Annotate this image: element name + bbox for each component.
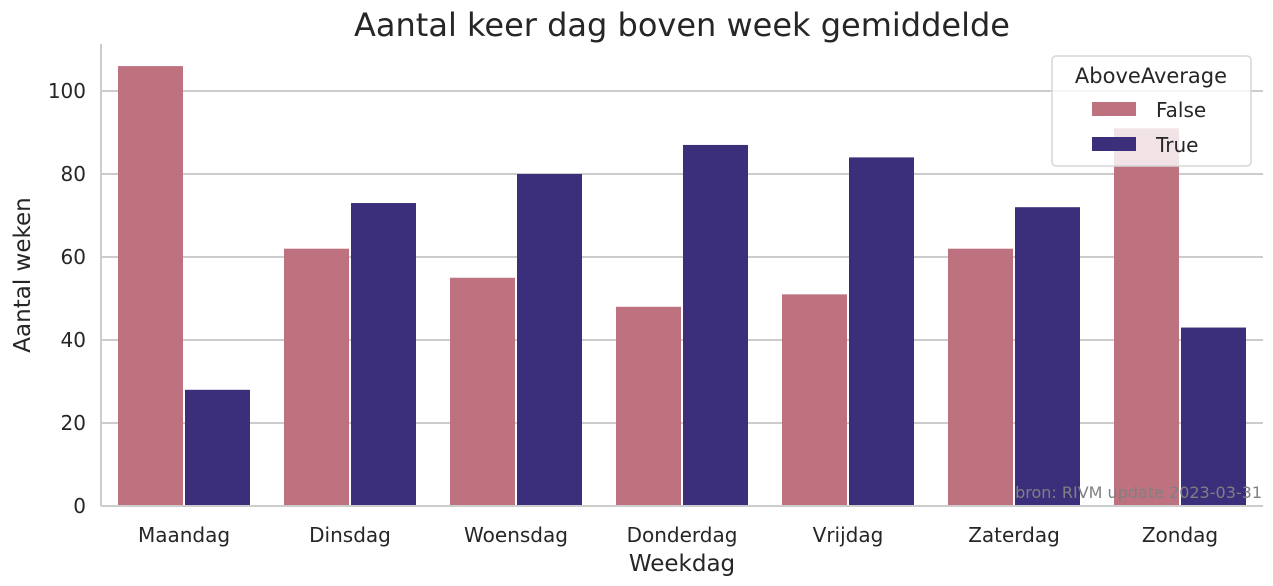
bar-true xyxy=(517,174,582,506)
bar-true xyxy=(683,144,748,506)
bar-false xyxy=(948,248,1013,506)
bar-true xyxy=(1015,207,1080,506)
legend-swatch xyxy=(1092,102,1136,116)
bar-true xyxy=(185,389,250,506)
bar-false xyxy=(782,294,847,506)
legend: AboveAverage False True xyxy=(1051,55,1252,167)
bar-true xyxy=(1181,327,1246,506)
y-tick-label: 80 xyxy=(61,162,86,186)
x-tick-label: Vrijdag xyxy=(813,523,884,547)
x-tick-label: Donderdag xyxy=(627,523,738,547)
chart-title: Aantal keer dag boven week gemiddelde xyxy=(354,6,1010,44)
bar-false xyxy=(1114,128,1179,506)
y-tick-label: 20 xyxy=(61,411,86,435)
legend-label: True xyxy=(1155,133,1198,157)
source-annotation: bron: RIVM update 2023-03-31 xyxy=(1015,483,1262,502)
bar-true xyxy=(849,157,914,506)
y-tick-label: 0 xyxy=(73,494,86,518)
x-tick-label: Woensdag xyxy=(464,523,568,547)
x-tick-label: Dinsdag xyxy=(309,523,391,547)
legend-title: AboveAverage xyxy=(1075,64,1227,88)
y-tick-label: 60 xyxy=(61,245,86,269)
legend-swatch xyxy=(1092,137,1136,151)
bar-false xyxy=(616,306,681,506)
x-tick-label: Maandag xyxy=(138,523,230,547)
bar-false xyxy=(118,66,183,506)
bar-true xyxy=(351,203,416,507)
y-tick-label: 100 xyxy=(48,79,86,103)
x-tick-label: Zaterdag xyxy=(968,523,1060,547)
y-axis-label: Aantal weken xyxy=(10,197,36,352)
x-tick-label: Zondag xyxy=(1142,523,1218,547)
legend-label: False xyxy=(1156,98,1206,122)
bar-false xyxy=(450,277,515,506)
x-axis-label: Weekdag xyxy=(629,551,735,577)
bar-false xyxy=(284,248,349,506)
y-tick-label: 40 xyxy=(61,328,86,352)
